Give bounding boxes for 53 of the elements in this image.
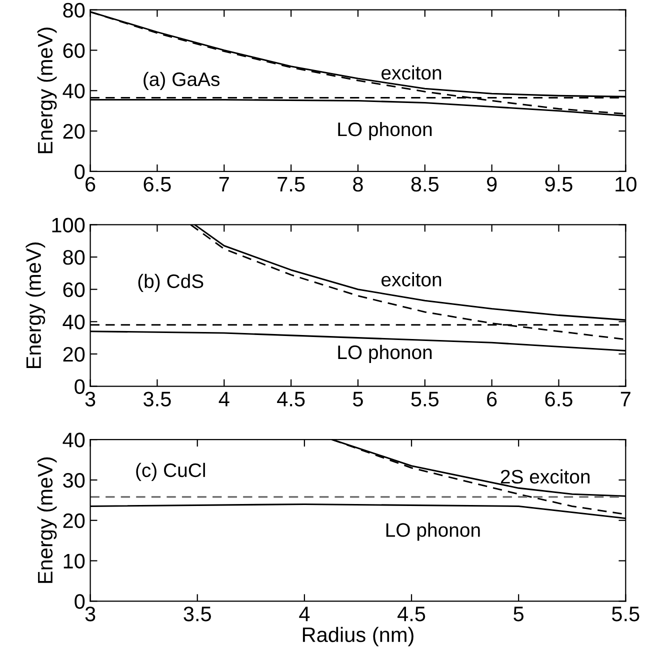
x-tick-label: 5.5 [612,606,640,622]
x-tick-label: 6.5 [545,392,572,406]
y-tick-label: 0 [74,379,85,394]
x-tick-label: 9.5 [545,176,572,192]
annotation: LO phonon [338,344,432,364]
x-tick-label: 4.5 [277,392,305,406]
y-tick-label: 20 [63,124,85,139]
y-tick-label: 80 [63,250,85,265]
annotation: 2S exciton [500,469,590,484]
y-tick-label: 100 [52,218,85,232]
y-tick-label: 80 [63,2,85,18]
annotation: (a) GaAs [144,72,220,90]
annotation: exciton [382,65,442,80]
x-tick-label: 3.5 [184,606,211,622]
x-tick-label: 3.5 [144,392,171,406]
x-tick-label: 4.5 [398,606,426,622]
x-tick-label: 6.5 [144,176,171,192]
x-tick-label: 7 [219,177,229,192]
annotation: (b) CdS [138,274,204,292]
y-tick-label: 0 [74,164,85,180]
y-tick-label: 40 [62,314,85,330]
y-tick-label: 20 [63,346,85,362]
x-tick-label: 5 [353,392,363,406]
y-tick-label: 40 [62,84,85,98]
y-axis-title: Energy (meV) [37,457,57,583]
annotation: (c) CuCl [136,462,205,481]
x-tick-label: 4 [299,606,310,622]
y-tick-label: 0 [74,594,85,609]
annotation: exciton [382,272,442,286]
annotation: LO phonon [386,522,480,541]
y-tick-label: 30 [63,472,85,488]
x-tick-label: 8.5 [411,176,438,192]
x-tick-label: 10 [616,176,636,192]
x-axis-title: Radius (nm) [302,626,414,646]
x-tick-label: 4 [218,392,230,406]
x-tick-label: 7.5 [278,177,305,192]
x-tick-label: 9 [486,176,497,192]
y-tick-label: 60 [63,282,85,298]
x-tick-label: 5 [514,606,524,622]
y-tick-label: 20 [63,513,85,528]
y-tick-label: 40 [62,432,85,448]
y-tick-label: 10 [64,554,85,569]
x-tick-label: 7 [620,392,630,406]
x-tick-label: 6 [86,176,96,192]
x-tick-label: 3 [85,392,96,406]
x-tick-label: 6 [487,392,497,406]
y-tick-label: 60 [63,43,85,58]
y-axis-title: Energy (meV) [26,242,46,368]
x-tick-label: 8 [353,176,363,192]
y-axis-title: Energy (meV) [37,28,57,154]
x-tick-label: 3 [85,606,96,622]
x-tick-label: 5.5 [411,392,438,406]
annotation: LO phonon [338,122,432,140]
